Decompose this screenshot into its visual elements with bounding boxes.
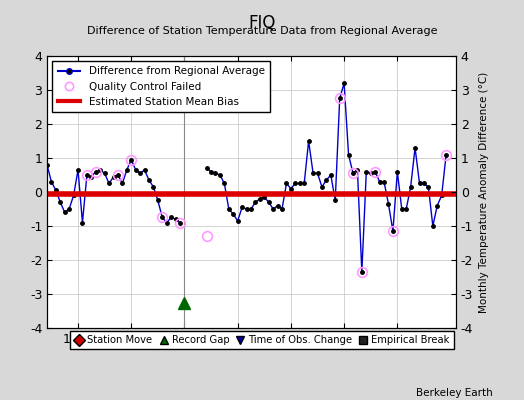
Legend: Station Move, Record Gap, Time of Obs. Change, Empirical Break: Station Move, Record Gap, Time of Obs. C… [70, 331, 454, 349]
Legend: Difference from Regional Average, Quality Control Failed, Estimated Station Mean: Difference from Regional Average, Qualit… [52, 61, 270, 112]
Y-axis label: Monthly Temperature Anomaly Difference (°C): Monthly Temperature Anomaly Difference (… [478, 71, 489, 313]
Text: Berkeley Earth: Berkeley Earth [416, 388, 493, 398]
Text: FIQ: FIQ [248, 14, 276, 32]
Text: Difference of Station Temperature Data from Regional Average: Difference of Station Temperature Data f… [87, 26, 437, 36]
